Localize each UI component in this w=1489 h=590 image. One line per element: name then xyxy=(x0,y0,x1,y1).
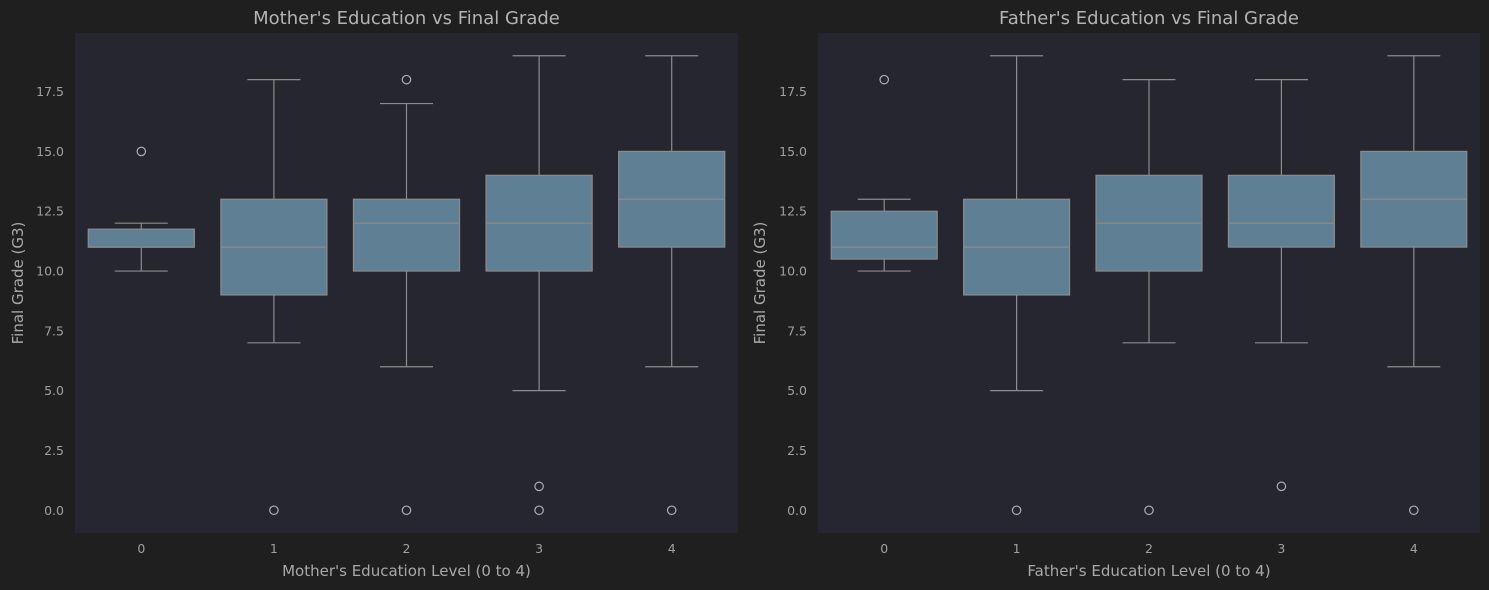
right-x-tick-label: 2 xyxy=(1145,541,1153,556)
right-box-3 xyxy=(1227,174,1335,248)
right-x-tick-label: 4 xyxy=(1410,541,1418,556)
left-x-tick-label: 0 xyxy=(137,541,145,556)
left-y-tick-label: 17.5 xyxy=(36,84,64,99)
right-y-tick-label: 2.5 xyxy=(787,443,807,458)
left-x-axis-label: Mother's Education Level (0 to 4) xyxy=(282,562,531,580)
left-outlier-3 xyxy=(534,481,544,492)
left-box-0 xyxy=(87,228,195,248)
left-y-tick-label: 2.5 xyxy=(44,443,64,458)
right-y-tick-label: 12.5 xyxy=(779,204,807,219)
left-y-tick-label: 0.0 xyxy=(44,503,64,518)
left-outlier-3 xyxy=(534,505,544,516)
right-panel: Father's Education vs Final Grade Father… xyxy=(751,8,1480,580)
left-x-tick-label: 4 xyxy=(668,541,676,556)
left-x-tick-label: 1 xyxy=(270,541,278,556)
right-outlier-2 xyxy=(1144,505,1154,516)
left-plot-content: 0.0 2.5 5.0 7.5 10.0 12.5 15.0 17.5 0 1 2 3 4 xyxy=(36,55,726,556)
right-y-axis-label: Final Grade (G3) xyxy=(751,222,769,345)
right-y-tick-label: 17.5 xyxy=(779,84,807,99)
right-y-tick-label: 5.0 xyxy=(787,383,807,398)
right-outlier-3 xyxy=(1276,481,1287,492)
right-outlier-0 xyxy=(879,74,889,85)
right-y-tick-label: 10.0 xyxy=(779,264,807,279)
left-chart-title: Mother's Education vs Final Grade xyxy=(253,8,560,29)
left-y-tick-label: 7.5 xyxy=(44,323,64,338)
left-x-tick-label: 2 xyxy=(403,541,411,556)
right-y-tick-label: 15.0 xyxy=(779,144,807,159)
left-outlier-0 xyxy=(136,146,147,157)
right-x-tick-label: 3 xyxy=(1277,541,1285,556)
left-outlier-2 xyxy=(401,74,412,85)
left-y-tick-label: 15.0 xyxy=(36,144,64,159)
left-outlier-1 xyxy=(269,505,279,516)
left-x-tick-label: 3 xyxy=(535,541,543,556)
left-y-axis-label: Final Grade (G3) xyxy=(9,222,27,345)
left-y-tick-label: 5.0 xyxy=(44,383,64,398)
left-y-tick-label: 12.5 xyxy=(36,204,64,219)
right-outlier-1 xyxy=(1011,505,1022,516)
left-box-2 xyxy=(352,198,461,272)
right-x-tick-label: 1 xyxy=(1013,541,1021,556)
right-x-axis-label: Father's Education Level (0 to 4) xyxy=(1027,562,1270,580)
right-chart-title: Father's Education vs Final Grade xyxy=(999,8,1299,29)
right-y-tick-label: 7.5 xyxy=(787,323,807,338)
left-panel: Mother's Education vs Final Grade Mother… xyxy=(9,8,738,580)
right-plot-content: 0.0 2.5 5.0 7.5 10.0 12.5 15.0 17.5 0 1 2 3 4 xyxy=(779,55,1468,556)
right-box-0 xyxy=(830,210,938,260)
right-y-tick-label: 0.0 xyxy=(787,503,807,518)
left-y-tick-label: 10.0 xyxy=(36,264,64,279)
left-outlier-4 xyxy=(666,505,677,516)
right-outlier-4 xyxy=(1409,505,1419,516)
right-x-tick-label: 0 xyxy=(880,541,888,556)
left-outlier-2 xyxy=(401,505,412,516)
